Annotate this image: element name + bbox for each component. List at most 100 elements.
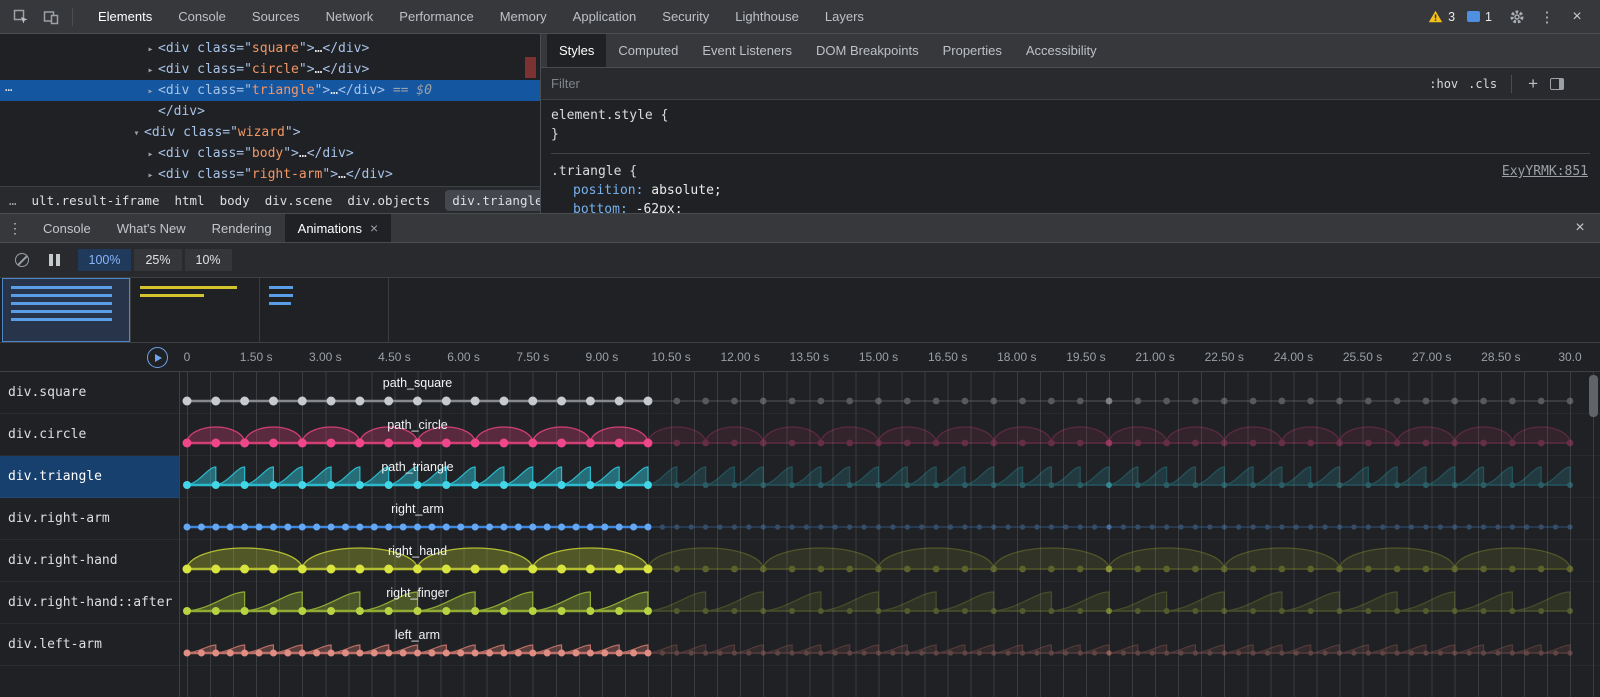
track-selector[interactable]: div.square [0, 372, 179, 414]
device-toolbar-icon[interactable] [38, 4, 64, 30]
collapse-arrow-icon[interactable]: ▸ [147, 149, 154, 160]
animation-group-preview[interactable] [2, 278, 131, 342]
animation-group-preview[interactable] [131, 278, 260, 342]
dom-node[interactable]: ▾ <div class="wizard"> [0, 122, 540, 143]
css-property[interactable]: position: absolute; [573, 183, 722, 198]
drawer-menu-icon[interactable]: ⋮ [0, 220, 30, 237]
track-row[interactable]: path_circle [180, 414, 1600, 456]
track-row[interactable]: right_arm [180, 498, 1600, 540]
css-selector[interactable]: .triangle [551, 164, 622, 179]
drawer-tab-rendering[interactable]: Rendering [211, 220, 272, 236]
dom-node[interactable]: ⋯ ▸ <div class="triangle">…</div> == $0 [0, 80, 540, 101]
track-sidebar: div.square div.circle div.triangle div.righ… [0, 372, 180, 697]
inspect-element-icon[interactable] [8, 4, 34, 30]
close-drawer-icon[interactable]: × [1560, 219, 1600, 237]
collapse-arrow-icon[interactable]: ▸ [147, 170, 154, 181]
tab-console[interactable]: Console [178, 9, 226, 24]
tab-application[interactable]: Application [572, 9, 637, 24]
timeline-scrollbar-thumb[interactable] [1589, 375, 1598, 417]
dom-node[interactable]: ▸ <div class="right-arm">…</div> [0, 164, 540, 185]
close-tab-icon[interactable]: × [369, 220, 379, 236]
dom-node[interactable]: ▸ <div class="circle">…</div> [0, 59, 540, 80]
stylesheet-source-link[interactable]: ExyYRMK:851 [1501, 164, 1588, 179]
sidebar-toggle-icon[interactable] [1550, 77, 1564, 90]
drawer-tabs: Console What's New Rendering Animations × [30, 214, 392, 242]
playback-rate-10[interactable]: 10% [184, 249, 232, 271]
tab-network[interactable]: Network [325, 9, 374, 24]
tab-performance[interactable]: Performance [399, 9, 474, 24]
tab-lighthouse[interactable]: Lighthouse [735, 9, 799, 24]
tab-layers[interactable]: Layers [824, 9, 864, 24]
track-selector[interactable]: div.right-arm [0, 498, 179, 540]
breadcrumb-item[interactable]: ult.result-iframe [31, 192, 160, 208]
time-label: 13.50 s [789, 350, 830, 364]
elements-scrollbar-marker[interactable] [525, 57, 536, 78]
tab-memory[interactable]: Memory [499, 9, 547, 24]
timeline-ruler: 0 1.50 s 3.00 s 4.50 s 6.00 s 7.50 s 9.00 s 10.… [180, 343, 1600, 371]
expand-arrow-icon[interactable]: ▾ [133, 128, 140, 139]
breadcrumb-overflow-icon[interactable]: … [9, 192, 17, 208]
drawer-tab-what-s-new[interactable]: What's New [116, 220, 186, 236]
breadcrumb-item[interactable]: html [174, 192, 205, 208]
track-selector[interactable]: div.circle [0, 414, 179, 456]
close-devtools-icon[interactable]: × [1564, 4, 1590, 30]
styles-tab-event-listeners[interactable]: Event Listeners [702, 43, 792, 58]
tab-security[interactable]: Security [662, 9, 710, 24]
collapse-arrow-icon[interactable]: ▸ [147, 86, 154, 97]
node-options-icon[interactable]: ⋯ [5, 83, 14, 97]
styles-tab-properties[interactable]: Properties [942, 43, 1002, 58]
styles-filter-input[interactable] [551, 76, 1420, 91]
track-selector[interactable]: div.right-hand [0, 540, 179, 582]
track-row[interactable]: path_square [180, 372, 1600, 414]
warnings-indicator[interactable]: 3 [1428, 10, 1455, 24]
track-selector[interactable]: div.left-arm [0, 624, 179, 666]
animation-name-label: right_hand [387, 544, 448, 558]
issues-indicator[interactable]: 1 [1467, 10, 1492, 24]
collapse-arrow-icon[interactable]: ▸ [147, 44, 154, 55]
toggle-element-state-button[interactable]: :hov [1429, 76, 1459, 91]
track-selector[interactable]: div.right-hand::after [0, 582, 179, 624]
time-label: 15.00 s [858, 350, 899, 364]
styles-tab-computed[interactable]: Computed [618, 43, 679, 58]
css-property[interactable]: bottom: -62px; [573, 202, 683, 213]
breadcrumb-item[interactable]: div.scene [264, 192, 333, 208]
animation-previews [0, 278, 1600, 343]
animation-name-label: right_finger [386, 586, 449, 600]
new-style-rule-icon[interactable]: + [1528, 73, 1538, 93]
tab-elements[interactable]: Elements [98, 9, 153, 24]
time-label: 7.50 s [516, 350, 550, 364]
clear-animations-button[interactable] [9, 247, 35, 273]
dom-node[interactable]: ▸ <div class="body">…</div> [0, 143, 540, 164]
collapse-arrow-icon[interactable]: ▸ [147, 65, 154, 76]
track-row[interactable]: path_triangle [180, 456, 1600, 498]
track-row[interactable]: right_finger [180, 582, 1600, 624]
main-tabs: Elements Console Sources Network Performance… [85, 0, 877, 33]
element-classes-button[interactable]: .cls [1468, 76, 1498, 91]
styles-tab-styles[interactable]: Styles [547, 34, 607, 67]
playback-rate-100[interactable]: 100% [77, 249, 132, 271]
dom-node[interactable]: </div> [158, 104, 205, 119]
tab-sources[interactable]: Sources [251, 9, 300, 24]
track-row[interactable]: right_hand [180, 540, 1600, 582]
pause-all-button[interactable] [49, 254, 60, 266]
playback-rate-25[interactable]: 25% [134, 249, 182, 271]
issues-icon [1467, 11, 1481, 22]
animation-name-label: path_square [382, 376, 453, 390]
time-label: 6.00 s [447, 350, 480, 364]
breadcrumb-item[interactable]: div.objects [347, 192, 431, 208]
track-selector[interactable]: div.triangle [0, 456, 179, 498]
dom-node[interactable]: ▸ <div class="square">…</div> [0, 38, 540, 59]
styles-tab-accessibility[interactable]: Accessibility [1025, 43, 1097, 58]
animation-group-preview[interactable] [260, 278, 389, 342]
more-options-icon[interactable]: ⋮ [1534, 4, 1560, 30]
breadcrumb-item[interactable]: body [219, 192, 250, 208]
settings-gear-icon[interactable] [1504, 4, 1530, 30]
css-rule: .triangle {ExyYRMK:851 position: absolute… [551, 153, 1590, 213]
css-selector[interactable]: element.style [551, 108, 653, 123]
track-row[interactable]: left_arm [180, 624, 1600, 666]
replay-button[interactable] [147, 347, 168, 368]
styles-tab-dom-breakpoints[interactable]: DOM Breakpoints [816, 43, 919, 58]
drawer-tab-console[interactable]: Console [43, 220, 91, 236]
drawer-tab-animations[interactable]: Animations × [284, 214, 392, 242]
breadcrumb-item[interactable]: div.triangle [445, 189, 540, 211]
